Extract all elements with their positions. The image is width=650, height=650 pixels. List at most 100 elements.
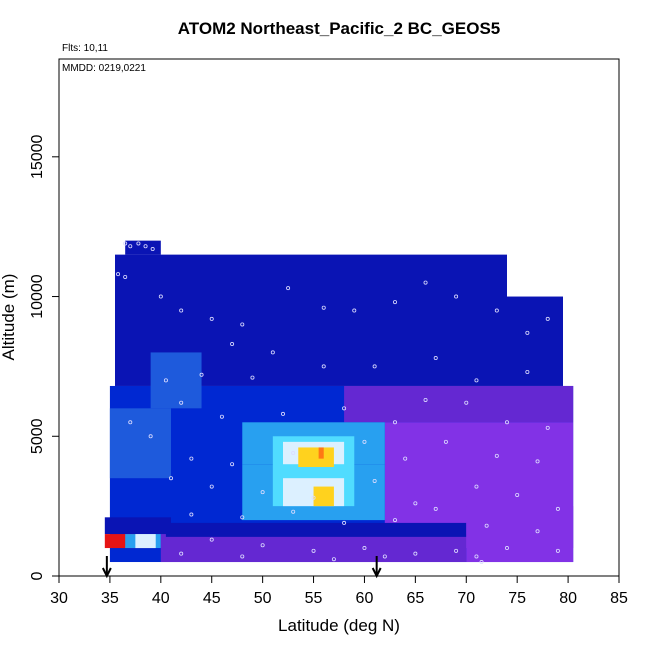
data-point-16 <box>454 294 459 299</box>
data-point-49 <box>168 476 173 481</box>
data-point-4 <box>150 247 155 252</box>
x-tick-label: 45 <box>203 590 221 607</box>
data-point-5 <box>116 272 121 277</box>
data-point-20 <box>230 342 235 347</box>
data-point-51 <box>260 490 265 495</box>
data-point-47 <box>494 453 499 458</box>
data-point-19 <box>525 330 530 335</box>
data-point-31 <box>219 414 224 419</box>
arrow-marker-0 <box>101 556 112 579</box>
x-axis: 30 35 40 45 50 55 60 65 70 75 80 85 <box>50 575 628 607</box>
data-point-37 <box>504 420 509 425</box>
heat-cell-16 <box>104 517 171 535</box>
data-point-77 <box>382 554 387 559</box>
data-point-73 <box>555 548 560 553</box>
x-axis-label: Latitude (deg N) <box>278 616 400 635</box>
x-tick-label: 35 <box>101 590 119 607</box>
data-point-30 <box>179 400 184 405</box>
heatmap-layer <box>104 240 574 563</box>
heat-cell-9 <box>109 408 171 479</box>
data-point-66 <box>209 537 214 542</box>
data-point-29 <box>250 375 255 380</box>
data-point-46 <box>443 439 448 444</box>
data-point-2 <box>136 241 141 246</box>
heat-cell-19 <box>135 534 156 549</box>
data-point-26 <box>525 369 530 374</box>
y-axis-label: Altitude (m) <box>0 274 18 361</box>
data-point-48 <box>535 459 540 464</box>
data-point-36 <box>464 400 469 405</box>
data-point-17 <box>494 308 499 313</box>
data-point-61 <box>342 520 347 525</box>
y-tick-label: 5000 <box>29 418 46 454</box>
data-point-53 <box>372 478 377 483</box>
x-tick-label: 50 <box>254 590 272 607</box>
data-point-35 <box>423 397 428 402</box>
mmdd-annotation: MMDD: 0219,0221 <box>62 63 146 74</box>
y-tick-label: 10000 <box>29 274 46 319</box>
x-tick-label: 30 <box>50 590 68 607</box>
data-point-70 <box>413 551 418 556</box>
data-point-76 <box>331 557 336 562</box>
x-tick-label: 40 <box>152 590 170 607</box>
heat-cell-13 <box>298 447 334 468</box>
data-point-10 <box>240 322 245 327</box>
observation-points <box>116 241 560 565</box>
x-tick-label: 80 <box>559 590 577 607</box>
data-point-39 <box>128 420 133 425</box>
data-point-75 <box>240 554 245 559</box>
data-point-40 <box>148 434 153 439</box>
data-point-32 <box>280 411 285 416</box>
data-point-69 <box>362 546 367 551</box>
data-point-54 <box>413 501 418 506</box>
data-point-41 <box>189 456 194 461</box>
data-point-9 <box>209 316 214 321</box>
data-point-57 <box>555 506 560 511</box>
x-tick-label: 85 <box>610 590 628 607</box>
data-point-74 <box>179 551 184 556</box>
data-point-78 <box>454 548 459 553</box>
data-point-79 <box>479 560 484 565</box>
data-point-71 <box>474 554 479 559</box>
x-tick-label: 65 <box>406 590 424 607</box>
data-point-59 <box>240 515 245 520</box>
data-point-15 <box>423 280 428 285</box>
data-point-33 <box>342 406 347 411</box>
data-point-64 <box>484 523 489 528</box>
y-tick-label: 15000 <box>29 134 46 179</box>
heat-cell-1 <box>125 240 161 255</box>
heat-cell-20 <box>160 534 467 563</box>
data-point-63 <box>433 506 438 511</box>
y-axis: 0 5000 10000 15000 <box>29 134 60 580</box>
data-point-44 <box>362 439 367 444</box>
data-point-56 <box>515 492 520 497</box>
data-point-60 <box>291 509 296 514</box>
data-point-0 <box>123 241 128 246</box>
data-point-21 <box>270 350 275 355</box>
x-tick-label: 75 <box>508 590 526 607</box>
flights-annotation: Flts: 10,11 <box>62 43 108 54</box>
heat-cell-14 <box>313 486 334 507</box>
heat-cell-2 <box>507 296 563 386</box>
data-point-1 <box>128 244 133 249</box>
data-point-22 <box>321 364 326 369</box>
data-point-3 <box>143 244 148 249</box>
data-point-38 <box>545 425 550 430</box>
data-point-27 <box>163 378 168 383</box>
data-point-13 <box>352 308 357 313</box>
heat-cell-4 <box>150 352 202 409</box>
data-point-7 <box>158 294 163 299</box>
data-point-45 <box>403 456 408 461</box>
heat-cell-22 <box>466 506 574 563</box>
data-point-34 <box>392 420 397 425</box>
data-point-55 <box>474 484 479 489</box>
data-point-14 <box>392 300 397 305</box>
data-point-11 <box>286 286 291 291</box>
data-point-67 <box>260 543 265 548</box>
chart-title: ATOM2 Northeast_Pacific_2 BC_GEOS5 <box>178 19 501 38</box>
x-tick-label: 55 <box>305 590 323 607</box>
data-point-42 <box>230 462 235 467</box>
data-point-23 <box>372 364 377 369</box>
data-point-43 <box>291 451 296 456</box>
y-tick-label: 0 <box>29 571 46 580</box>
